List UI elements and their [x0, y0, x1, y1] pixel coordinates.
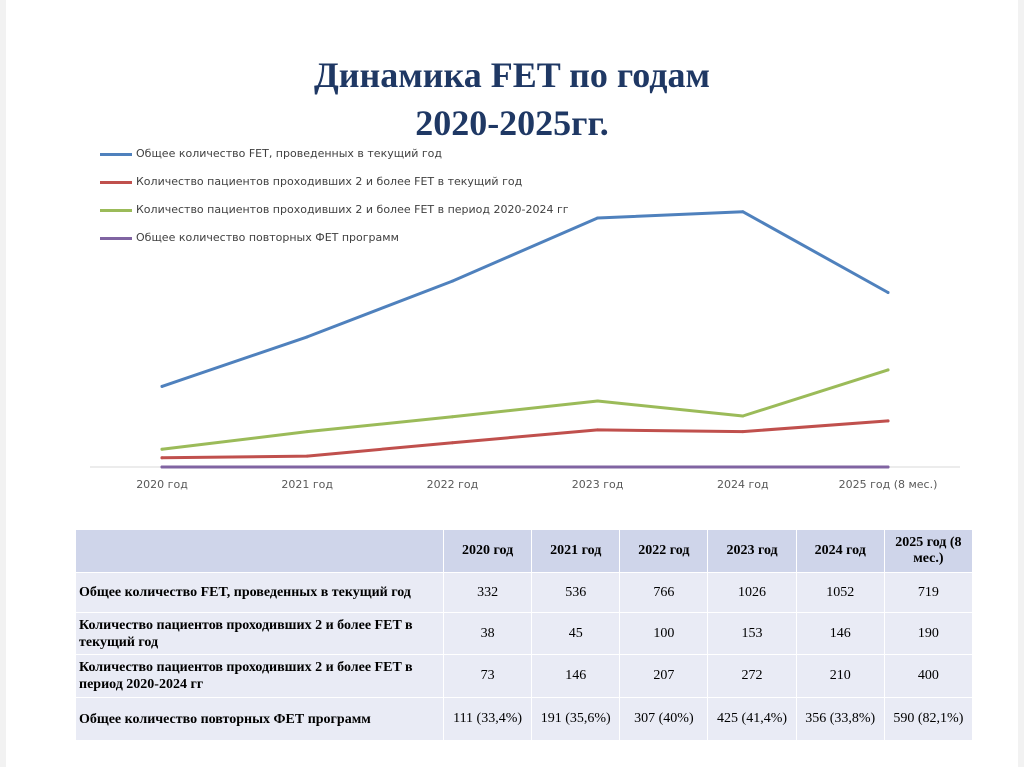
x-tick-label: 2023 год: [572, 478, 624, 491]
data-point-series-4: [305, 465, 309, 469]
table-cell: 272: [707, 654, 797, 698]
table-header-2024: 2024 год: [795, 529, 885, 573]
table-cell: 38: [442, 612, 533, 655]
table-row: Количество пациентов проходивших 2 и бол…: [75, 612, 974, 655]
table-cell: 719: [883, 572, 974, 613]
line-chart: 2020 год 2021 год 2022 год 2023 год 2024 год…: [90, 210, 960, 491]
table-cell: 210: [795, 654, 885, 698]
legend-item-4: Общее количество повторных ФЕТ программ: [100, 230, 660, 246]
table-cell: 425 (41,4%): [707, 697, 797, 741]
table-header-row: 2020 год 2021 год 2022 год 2023 год 2024…: [75, 529, 974, 573]
data-point-series-4: [160, 465, 164, 469]
x-tick-label: 2022 год: [427, 478, 479, 491]
x-tick-label: 2021 год: [281, 478, 333, 491]
legend-label-2: Количество пациентов проходивших 2 и бол…: [136, 175, 523, 188]
data-point-series-3: [450, 415, 454, 419]
table-row: Количество пациентов проходивших 2 и бол…: [75, 654, 974, 698]
data-point-series-2: [741, 430, 745, 434]
table-row-label: Количество пациентов проходивших 2 и бол…: [75, 654, 444, 698]
table-cell: 356 (33,8%): [795, 697, 885, 741]
table-cell: 146: [531, 654, 621, 698]
x-tick-label: 2025 год (8 мес.): [839, 478, 938, 491]
table-cell: 400: [883, 654, 974, 698]
table-cell: 1026: [707, 572, 797, 613]
table-cell: 100: [619, 612, 709, 655]
data-point-series-3: [305, 430, 309, 434]
data-table: 2020 год 2021 год 2022 год 2023 год 2024…: [75, 529, 974, 741]
x-tick-label: 2020 год: [136, 478, 188, 491]
table-cell: 590 (82,1%): [883, 697, 974, 741]
data-point-series-3: [886, 368, 890, 372]
table-row: Общее количество повторных ФЕТ программ …: [75, 697, 974, 741]
table-cell: 536: [531, 572, 621, 613]
data-point-series-1: [160, 384, 164, 388]
left-border-strip: [0, 0, 6, 767]
legend-item-1: Общее количество FET, проведенных в теку…: [100, 146, 660, 162]
legend-swatch-2: [100, 181, 132, 184]
legend-item-2: Количество пациентов проходивших 2 и бол…: [100, 174, 660, 190]
table-cell: 146: [795, 612, 885, 655]
data-point-series-4: [596, 465, 600, 469]
series-line-2: [160, 419, 890, 460]
data-point-series-3: [160, 447, 164, 451]
table-row-label: Общее количество FET, проведенных в теку…: [75, 572, 444, 613]
data-point-series-2: [160, 456, 164, 460]
table-cell: 73: [442, 654, 533, 698]
table-row: Общее количество FET, проведенных в теку…: [75, 572, 974, 613]
data-point-series-3: [596, 399, 600, 403]
table-row-label: Общее количество повторных ФЕТ программ: [75, 697, 444, 741]
table-cell: 191 (35,6%): [531, 697, 621, 741]
slide-title-line-2: 2020-2025гг.: [415, 103, 609, 143]
legend-item-3: Количество пациентов проходивших 2 и бол…: [100, 202, 660, 218]
table-cell: 111 (33,4%): [442, 697, 533, 741]
right-border-strip: [1018, 0, 1024, 767]
x-tick-label: 2024 год: [717, 478, 769, 491]
table-cell: 332: [442, 572, 533, 613]
table-row-label: Количество пациентов проходивших 2 и бол…: [75, 612, 444, 655]
table-header-2025: 2025 год (8 мес.): [883, 529, 974, 573]
data-point-series-2: [886, 419, 890, 423]
data-point-series-2: [596, 428, 600, 432]
table-cell: 1052: [795, 572, 885, 613]
data-point-series-4: [741, 465, 745, 469]
series-line-1: [160, 210, 890, 388]
data-point-series-1: [450, 279, 454, 283]
data-point-series-1: [305, 335, 309, 339]
table-header-2020: 2020 год: [442, 529, 533, 573]
table-cell: 190: [883, 612, 974, 655]
table-cell: 153: [707, 612, 797, 655]
table-cell: 207: [619, 654, 709, 698]
legend-label-3: Количество пациентов проходивших 2 и бол…: [136, 203, 569, 216]
data-point-series-1: [886, 291, 890, 294]
table-header-2023: 2023 год: [707, 529, 797, 573]
table-cell: 766: [619, 572, 709, 613]
data-point-series-1: [596, 216, 600, 220]
table-cell: 45: [531, 612, 621, 655]
slide-title-line-1: Динамика FET по годам: [314, 55, 710, 95]
data-point-series-3: [741, 414, 745, 418]
table-corner-cell: [75, 529, 444, 573]
series-line-3: [160, 368, 890, 451]
data-point-series-2: [450, 441, 454, 445]
table-header-2021: 2021 год: [531, 529, 621, 573]
legend-swatch-3: [100, 209, 132, 212]
data-point-series-4: [450, 465, 454, 469]
data-point-series-2: [305, 454, 309, 458]
legend-label-4: Общее количество повторных ФЕТ программ: [136, 231, 399, 244]
data-point-series-1: [741, 210, 745, 214]
legend-swatch-4: [100, 237, 132, 240]
legend-swatch-1: [100, 153, 132, 156]
table-header-2022: 2022 год: [619, 529, 709, 573]
data-point-series-4: [886, 465, 890, 469]
legend-label-1: Общее количество FET, проведенных в теку…: [136, 147, 442, 160]
table-cell: 307 (40%): [619, 697, 709, 741]
